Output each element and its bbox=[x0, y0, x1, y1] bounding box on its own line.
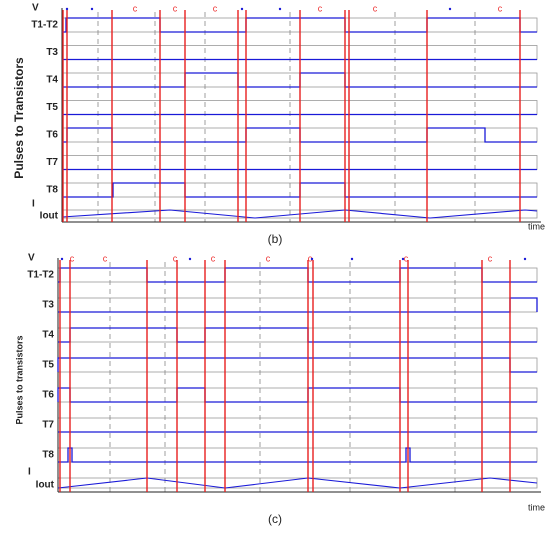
blue-dot bbox=[65, 7, 69, 11]
blue-dot bbox=[60, 257, 64, 261]
row-band bbox=[57, 447, 538, 463]
row-band bbox=[57, 327, 538, 343]
row-label: T6 bbox=[42, 390, 54, 401]
row-band bbox=[57, 387, 538, 403]
row-label: T1-T2 bbox=[27, 270, 54, 281]
blue-dot bbox=[401, 257, 405, 261]
iout-signal bbox=[57, 477, 538, 489]
blue-dot bbox=[310, 257, 314, 261]
blue-dot bbox=[448, 7, 452, 11]
caption: (c) bbox=[268, 512, 282, 526]
c-marker: c bbox=[266, 253, 271, 263]
pulse-signal bbox=[58, 447, 537, 463]
pulse-signal bbox=[58, 267, 537, 283]
blue-dot bbox=[90, 7, 94, 11]
row-band bbox=[57, 267, 538, 283]
c-marker: c bbox=[211, 253, 216, 263]
c-marker: c bbox=[103, 253, 108, 263]
c-marker: c bbox=[173, 253, 178, 263]
pulse-signal bbox=[62, 127, 537, 143]
blue-dot bbox=[240, 7, 244, 11]
x-label: time bbox=[528, 221, 545, 231]
blue-dot bbox=[350, 257, 354, 261]
c-marker: c bbox=[318, 3, 323, 13]
row-label: T7 bbox=[42, 420, 54, 431]
row-label: T7 bbox=[46, 157, 58, 168]
row-label: T3 bbox=[46, 47, 58, 58]
row-label: T1-T2 bbox=[31, 20, 58, 31]
row-label: T6 bbox=[46, 130, 58, 141]
c-marker: c bbox=[213, 3, 218, 13]
row-label: T4 bbox=[46, 75, 58, 86]
c-marker: c bbox=[373, 3, 378, 13]
c-marker: c bbox=[70, 253, 75, 263]
v-label: V bbox=[28, 253, 35, 264]
c-marker: c bbox=[133, 3, 138, 13]
iout-label: Iout bbox=[36, 480, 55, 491]
row-band bbox=[57, 297, 538, 313]
i-label: I bbox=[28, 467, 31, 478]
row-label: T5 bbox=[46, 102, 58, 113]
row-label: T3 bbox=[42, 300, 54, 311]
x-label: time bbox=[528, 502, 545, 512]
row-label: T4 bbox=[42, 330, 54, 341]
c-marker: c bbox=[173, 3, 178, 13]
pulse-signal bbox=[58, 297, 538, 313]
row-band bbox=[57, 417, 538, 433]
y-label: Pulses to transistors bbox=[14, 335, 24, 424]
pulse-signal bbox=[58, 327, 537, 343]
pulse-signal bbox=[62, 17, 537, 33]
row-band bbox=[57, 357, 538, 373]
v-label: V bbox=[32, 3, 39, 14]
c-marker: c bbox=[404, 253, 409, 263]
pulse-signal bbox=[57, 357, 537, 373]
pulse-signal bbox=[57, 387, 537, 403]
blue-dot bbox=[188, 257, 192, 261]
c-marker: c bbox=[308, 253, 313, 263]
y-label: Pulses to Transistors bbox=[12, 57, 26, 179]
row-label: T8 bbox=[46, 185, 58, 196]
row-label: T5 bbox=[42, 360, 54, 371]
blue-dot bbox=[523, 257, 527, 261]
row-label: T8 bbox=[42, 450, 54, 461]
iout-label: Iout bbox=[40, 211, 59, 222]
c-marker: c bbox=[498, 3, 503, 13]
blue-dot bbox=[278, 7, 282, 11]
caption: (b) bbox=[268, 232, 283, 246]
i-label: I bbox=[32, 199, 35, 210]
c-marker: c bbox=[488, 253, 493, 263]
